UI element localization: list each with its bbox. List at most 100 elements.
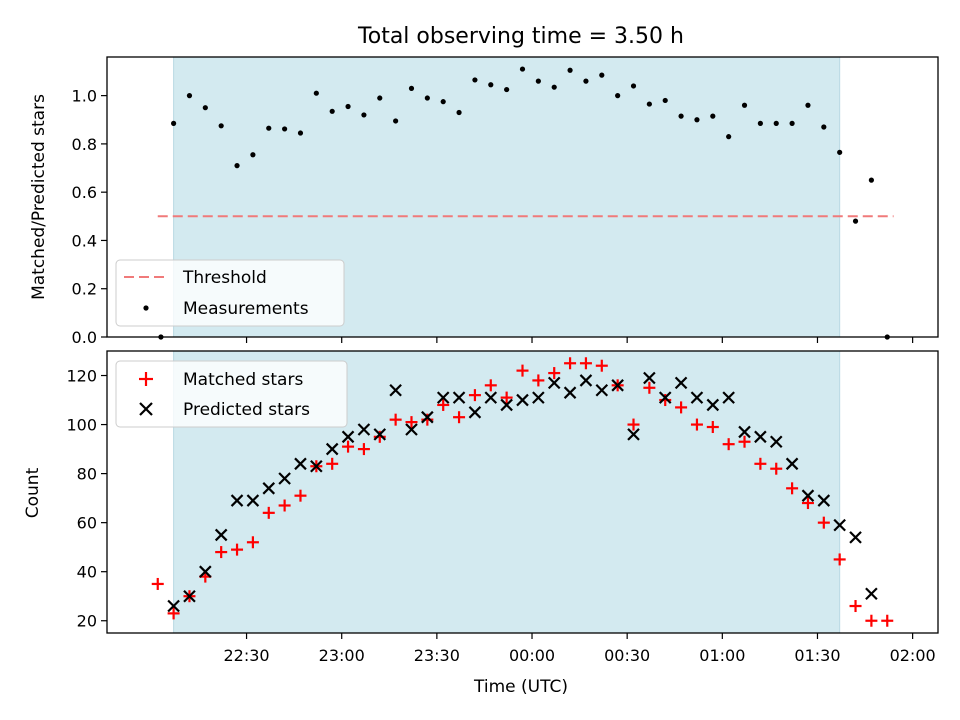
legend-matched-label: Matched stars [183, 370, 303, 390]
measurement-point [868, 177, 874, 183]
predicted-star-point [262, 482, 276, 495]
predicted-star-point [389, 383, 402, 397]
count-y-axis-label: Count [23, 467, 43, 518]
legend-measurements-swatch [143, 305, 149, 311]
measurement-point [408, 85, 415, 91]
predicted-star-point [516, 393, 529, 407]
matched-star-point [690, 418, 703, 431]
matched-star-point [786, 482, 799, 495]
count-y-tick-label: 120 [66, 367, 97, 386]
predicted-star-point [484, 391, 498, 404]
count-y-tick-label: 20 [77, 612, 97, 631]
measurement-point [393, 118, 399, 124]
matched-star-point [722, 438, 735, 451]
matched-star-point [468, 389, 481, 402]
predicted-star-point [579, 374, 593, 387]
count-y-axis: 20 40 60 80 100 120 [66, 367, 107, 631]
matched-star-point [579, 357, 592, 370]
count-y-tick-label: 40 [77, 563, 97, 582]
measurement-point [583, 78, 589, 84]
predicted-star-point [754, 430, 767, 444]
matched-star-point [405, 416, 418, 429]
matched-star-point [801, 497, 814, 510]
ratio-legend: Threshold Measurements [115, 259, 345, 327]
measurement-point [504, 86, 510, 93]
legend-measurements-label: Measurements [183, 299, 309, 319]
predicted-star-point [769, 435, 783, 449]
legend-predicted-swatch [139, 402, 153, 416]
predicted-star-point [738, 425, 751, 439]
legend-predicted-label: Predicted stars [183, 400, 310, 420]
matched-star-point [278, 499, 291, 512]
measurement-point [805, 102, 811, 108]
measurements-series [158, 66, 890, 340]
count-x-axis-label: Time (UTC) [473, 677, 568, 697]
predicted-star-point [405, 423, 418, 436]
count-x-axis: 22:30 23:00 23:30 00:00 00:30 01:00 01:30 02:00 [224, 633, 936, 665]
predicted-star-point [294, 457, 307, 471]
predicted-star-point [214, 528, 228, 542]
matched-star-point [437, 398, 450, 411]
predicted-star-point [849, 531, 862, 544]
matched-star-point [817, 516, 830, 529]
count-x-tick-label: 01:30 [794, 646, 840, 665]
measurement-point [345, 103, 351, 110]
predicted-star-point [674, 376, 688, 390]
ratio-y-axis: 0.0 0.2 0.4 0.6 0.8 1.0 [72, 87, 107, 347]
ratio-frame [106, 56, 939, 338]
matched-star-point [675, 401, 688, 414]
measurement-point [757, 120, 763, 126]
predicted-star-point [246, 494, 260, 507]
predicted-star-point [706, 398, 720, 412]
matched-stars-series [151, 357, 894, 627]
predicted-star-point [532, 391, 545, 404]
predicted-star-point [595, 383, 609, 397]
matched-star-point [881, 614, 894, 627]
measurement-point [551, 84, 557, 90]
measurement-point [361, 112, 367, 118]
predicted-star-point [627, 428, 640, 441]
measurement-point [186, 93, 193, 99]
count-frame [106, 350, 939, 634]
matched-star-point [294, 489, 307, 502]
measurement-point [171, 120, 177, 126]
legend-threshold-label: Threshold [182, 268, 267, 288]
predicted-star-point [658, 391, 672, 404]
predicted-star-point [421, 410, 434, 424]
predicted-star-point [373, 428, 387, 441]
predicted-star-point [468, 406, 482, 419]
ratio-y-tick-label: 0.2 [72, 280, 97, 299]
measurement-point [726, 134, 732, 140]
predicted-star-point [801, 489, 815, 502]
matched-star-point [453, 411, 466, 424]
matched-star-point [516, 364, 529, 377]
measurement-point [377, 95, 383, 101]
measurement-point [519, 66, 526, 72]
measurement-point [472, 77, 478, 83]
matched-star-point [738, 435, 751, 448]
ratio-x-ticks [245, 337, 914, 343]
predicted-star-point [817, 494, 831, 507]
matched-star-point [770, 462, 783, 475]
measurement-point [741, 102, 748, 108]
ratio-y-tick-label: 0.6 [72, 183, 97, 202]
matched-star-point [833, 553, 846, 566]
measurement-point [202, 105, 208, 111]
predicted-star-point [722, 391, 735, 404]
ratio-y-tick-label: 0.0 [72, 328, 97, 347]
matched-star-point [262, 506, 275, 519]
measurement-point [218, 123, 224, 129]
measurement-point [282, 126, 288, 132]
predicted-star-point [547, 376, 561, 390]
measurement-point [440, 99, 446, 105]
count-x-tick-label: 23:30 [414, 646, 460, 665]
matched-star-point [754, 457, 767, 470]
measurement-point [821, 124, 827, 130]
measurement-point [646, 101, 652, 107]
matched-star-point [643, 381, 656, 394]
matched-star-point [500, 391, 513, 404]
predicted-star-point [341, 430, 355, 444]
ratio-y-tick-label: 1.0 [72, 87, 97, 106]
measurement-point [837, 149, 843, 155]
measurement-point [234, 163, 240, 169]
